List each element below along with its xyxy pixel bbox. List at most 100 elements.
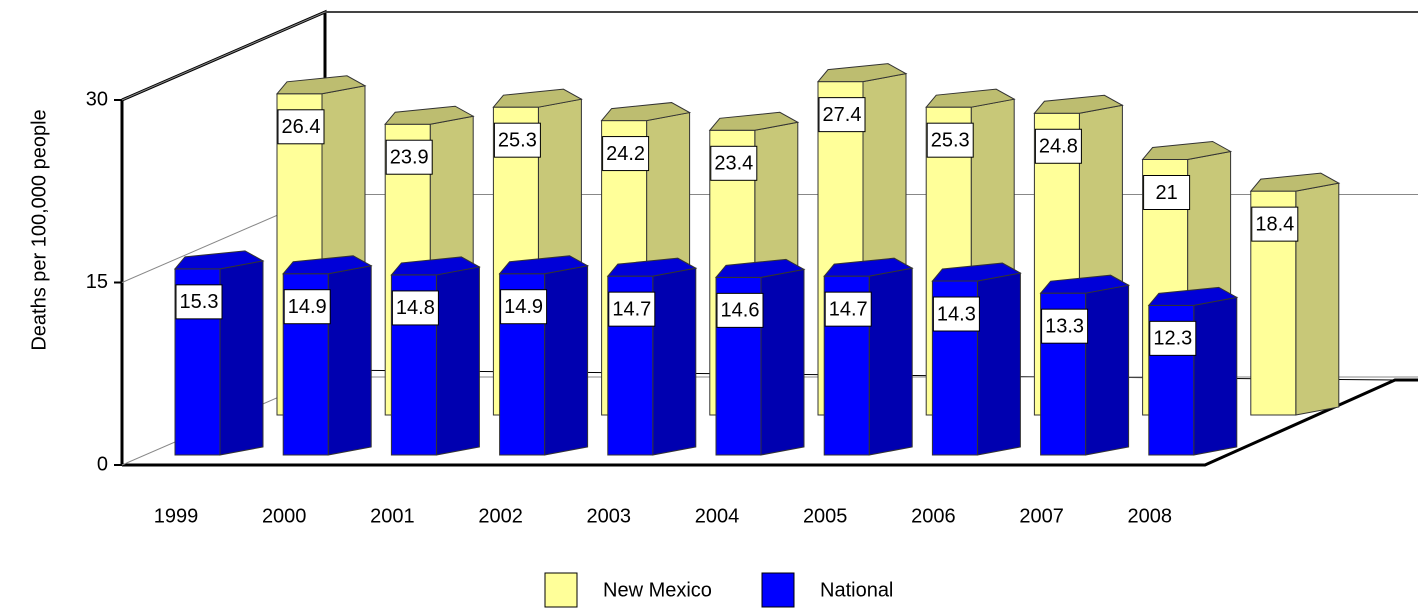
- legend-label: New Mexico: [603, 579, 712, 601]
- bar-side: [760, 268, 805, 456]
- bar-side: [868, 267, 913, 456]
- bar-side: [327, 265, 372, 456]
- bar-top: [600, 102, 692, 122]
- data-label-box: [1143, 175, 1191, 210]
- data-label-box: [602, 136, 650, 172]
- data-label: 15.3: [180, 291, 219, 313]
- bar: [282, 255, 373, 456]
- bar: [606, 257, 698, 456]
- data-label: 26.4: [282, 116, 321, 138]
- data-label: 25.3: [931, 129, 970, 151]
- grid-line: [121, 11, 1418, 101]
- data-label-box: [385, 139, 433, 175]
- data-label-box: [1251, 206, 1299, 242]
- data-label-box: [175, 284, 223, 320]
- x-tick-label: 2001: [370, 505, 415, 527]
- bar: [931, 262, 1022, 456]
- y-tick-label: 30: [86, 88, 108, 110]
- x-tick-label: 2004: [695, 505, 740, 527]
- data-label: 27.4: [823, 104, 862, 126]
- bar-top: [498, 255, 590, 275]
- data-label: 24.2: [606, 143, 645, 165]
- bar-side: [1085, 284, 1130, 456]
- bar-top: [823, 257, 914, 277]
- bar-top: [1147, 286, 1239, 306]
- bar-top: [275, 75, 367, 95]
- floor: [122, 378, 1418, 467]
- bar-side: [219, 260, 264, 456]
- data-label-box: [493, 122, 541, 158]
- bar: [714, 258, 806, 456]
- bar-top: [1033, 94, 1124, 114]
- data-label: 18.4: [1255, 213, 1294, 235]
- x-tick-label: 2002: [478, 505, 523, 527]
- bar-top: [1039, 274, 1131, 294]
- data-label: 23.9: [390, 146, 429, 168]
- x-tick-label: 2003: [587, 505, 632, 527]
- data-label: 14.9: [288, 296, 327, 318]
- data-label: 14.7: [829, 298, 868, 320]
- data-label: 14.9: [504, 296, 543, 318]
- data-label-box: [277, 109, 325, 145]
- bar-top: [282, 255, 373, 275]
- legend-swatch: [761, 572, 795, 608]
- data-label: 14.6: [721, 300, 760, 322]
- data-label: 23.4: [714, 153, 753, 175]
- data-label: 13.3: [1045, 315, 1084, 337]
- bar: [390, 256, 481, 456]
- bar: [1039, 274, 1131, 456]
- data-label-box: [824, 291, 872, 327]
- data-label-box: [608, 291, 656, 327]
- data-label: 24.8: [1039, 136, 1078, 158]
- bar-top: [384, 105, 475, 125]
- data-label-box: [716, 292, 764, 328]
- bar-top: [173, 250, 265, 270]
- bar-top: [816, 63, 908, 83]
- bar-top: [925, 88, 1016, 108]
- data-label-box: [1034, 128, 1082, 164]
- bar-top: [492, 88, 583, 108]
- legend-swatch: [544, 572, 578, 608]
- data-label-box: [1149, 320, 1197, 356]
- bar-top: [390, 256, 481, 276]
- data-label-box: [926, 122, 974, 158]
- y-tick-label: 15: [86, 271, 108, 293]
- data-label: 25.3: [498, 129, 537, 151]
- bar-side: [976, 272, 1021, 456]
- data-label-box: [818, 97, 866, 133]
- bar-top: [1141, 140, 1233, 160]
- data-label: 12.3: [1153, 328, 1192, 350]
- bar-side: [1295, 182, 1340, 416]
- legend-label: National: [820, 579, 893, 601]
- y-tick-label: 0: [97, 453, 108, 475]
- data-label: 14.7: [612, 298, 651, 320]
- data-label: 14.8: [396, 297, 435, 319]
- bar: [1147, 286, 1239, 456]
- data-label-box: [391, 290, 439, 326]
- bar: [173, 250, 265, 456]
- bar-side: [435, 266, 480, 456]
- data-label: 14.3: [937, 303, 976, 325]
- x-tick-label: 2007: [1019, 505, 1064, 527]
- bar-side: [544, 265, 589, 456]
- y-axis-label: Deaths per 100,000 people: [28, 109, 50, 350]
- data-label: 21: [1155, 182, 1177, 204]
- data-label-box: [932, 296, 980, 332]
- data-label-box: [1041, 308, 1089, 344]
- x-tick-label: 2000: [262, 505, 307, 527]
- bar-top: [1249, 172, 1341, 192]
- x-tick-label: 1999: [154, 505, 199, 527]
- bar-top: [931, 262, 1022, 282]
- x-tick-label: 2006: [911, 505, 956, 527]
- bar: [498, 255, 590, 456]
- data-label-box: [710, 145, 758, 181]
- x-tick-label: 2005: [803, 505, 848, 527]
- bar-top: [708, 111, 800, 131]
- bar-top: [714, 258, 806, 278]
- data-label-box: [500, 289, 548, 325]
- data-label-box: [283, 289, 331, 325]
- x-tick-label: 2008: [1128, 505, 1173, 527]
- bar-side: [1193, 296, 1238, 456]
- bar: [823, 257, 914, 456]
